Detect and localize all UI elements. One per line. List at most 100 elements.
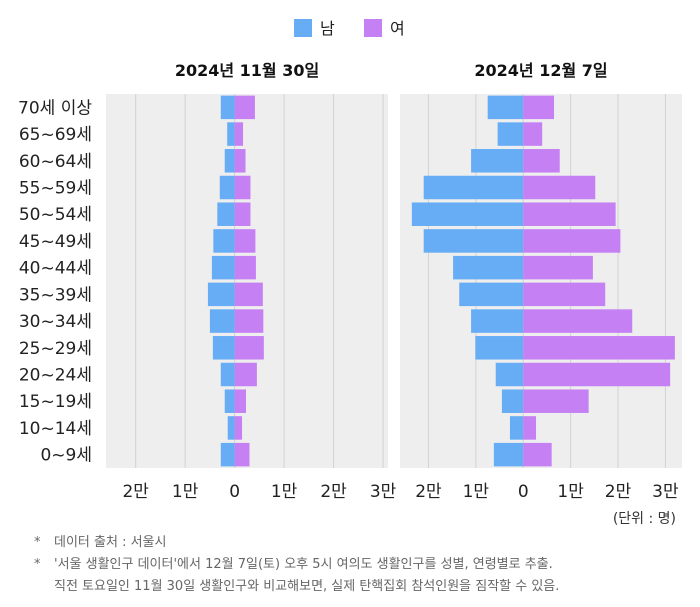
age-label: 20~24세 bbox=[19, 366, 92, 386]
source-text: 데이터 출처 : 서울시 bbox=[54, 535, 167, 550]
bar-male bbox=[509, 416, 524, 440]
age-label: 25~29세 bbox=[19, 339, 92, 359]
bar-male bbox=[475, 336, 524, 360]
age-label: 50~54세 bbox=[19, 205, 92, 225]
legend-label-male: 남 bbox=[320, 19, 335, 38]
bar-male bbox=[227, 416, 235, 440]
bar-female bbox=[234, 175, 251, 200]
bar-female bbox=[523, 389, 589, 413]
bar-male bbox=[220, 95, 235, 120]
bar-male bbox=[501, 389, 524, 413]
x-tick-label: 3만 bbox=[370, 482, 397, 502]
source-note: * 데이터 출처 : 서울시 bbox=[34, 532, 694, 554]
bar-male bbox=[207, 282, 235, 307]
bar-female bbox=[523, 255, 593, 280]
bar-female bbox=[234, 389, 247, 413]
x-tick-label: 0 bbox=[518, 482, 529, 502]
bar-female bbox=[234, 336, 264, 360]
legend-swatch-female bbox=[364, 19, 382, 37]
bar-female bbox=[234, 442, 250, 467]
bar-male bbox=[493, 442, 524, 467]
bar-male bbox=[213, 229, 235, 253]
bar-male bbox=[227, 122, 235, 146]
plot-background-1 bbox=[106, 94, 388, 468]
bar-male bbox=[220, 362, 235, 387]
bar-female bbox=[234, 362, 257, 387]
bar-male bbox=[459, 282, 524, 307]
note-marker: * bbox=[34, 557, 41, 572]
bar-male bbox=[495, 362, 524, 387]
bar-female bbox=[523, 149, 560, 173]
bar-female bbox=[523, 122, 543, 146]
bar-male bbox=[453, 255, 524, 280]
bar-female bbox=[234, 282, 263, 307]
x-tick-label: 1만 bbox=[557, 482, 584, 502]
bar-male bbox=[423, 229, 524, 253]
x-tick-label: 1만 bbox=[463, 482, 490, 502]
x-tick-label: 1만 bbox=[172, 482, 199, 502]
bar-female bbox=[523, 362, 671, 387]
bar-male bbox=[423, 175, 524, 200]
age-label: 45~49세 bbox=[19, 232, 92, 252]
age-label: 40~44세 bbox=[19, 259, 92, 279]
method-note: * '서울 생활인구 데이터'에서 12월 7일(토) 오후 5시 여의도 생활… bbox=[34, 554, 694, 598]
bar-male bbox=[220, 442, 235, 467]
bar-female bbox=[523, 416, 537, 440]
x-tick-label: 2만 bbox=[605, 482, 632, 502]
note-marker: * bbox=[34, 535, 41, 550]
bar-female bbox=[234, 416, 243, 440]
x-tick-label: 2만 bbox=[415, 482, 442, 502]
bar-male bbox=[487, 95, 524, 120]
x-tick-label: 3만 bbox=[652, 482, 679, 502]
bar-male bbox=[224, 389, 235, 413]
population-pyramid-chart: 남 여 2024년 11월 30일 2만 1만 0 1만 2만 3만 2024년 12월 7일 2만… bbox=[18, 19, 682, 527]
legend-label-female: 여 bbox=[390, 19, 405, 38]
bar-female bbox=[523, 95, 555, 120]
bar-female bbox=[234, 255, 256, 280]
age-label: 70세 이상 bbox=[18, 98, 92, 118]
bar-male bbox=[471, 309, 524, 333]
panel-title-2: 2024년 12월 7일 bbox=[474, 61, 607, 80]
x-tick-label: 0 bbox=[229, 482, 240, 502]
bar-female bbox=[523, 336, 675, 360]
bar-female bbox=[234, 149, 246, 173]
bar-male bbox=[471, 149, 524, 173]
age-label: 60~64세 bbox=[19, 152, 92, 172]
bar-female bbox=[234, 309, 264, 333]
legend-swatch-male bbox=[294, 19, 312, 37]
age-label: 0~9세 bbox=[40, 446, 92, 466]
x-tick-label: 1만 bbox=[271, 482, 298, 502]
age-label: 65~69세 bbox=[19, 125, 92, 145]
age-label: 55~59세 bbox=[19, 179, 92, 199]
unit-label: (단위 : 명) bbox=[613, 511, 676, 527]
method-text-line2: 직전 토요일인 11월 30일 생활인구와 비교해보면, 실제 탄핵집회 참석인… bbox=[54, 579, 560, 594]
bar-female bbox=[523, 229, 621, 253]
bar-male bbox=[211, 255, 235, 280]
bar-male bbox=[219, 175, 235, 200]
method-text-line1: '서울 생활인구 데이터'에서 12월 7일(토) 오후 5시 여의도 생활인구… bbox=[54, 557, 553, 572]
panel-title-1: 2024년 11월 30일 bbox=[175, 61, 319, 80]
bar-female bbox=[523, 309, 633, 333]
method-text: '서울 생활인구 데이터'에서 12월 7일(토) 오후 5시 여의도 생활인구… bbox=[54, 554, 694, 598]
bar-male bbox=[209, 309, 235, 333]
age-label: 35~39세 bbox=[19, 285, 92, 305]
x-tick-label: 2만 bbox=[122, 482, 149, 502]
x-tick-label: 2만 bbox=[320, 482, 347, 502]
age-label: 30~34세 bbox=[19, 312, 92, 332]
bar-female bbox=[234, 202, 251, 226]
bar-female bbox=[523, 442, 552, 467]
bar-female bbox=[523, 202, 616, 226]
bar-male bbox=[497, 122, 524, 146]
bar-male bbox=[224, 149, 235, 173]
bar-male bbox=[217, 202, 235, 226]
bar-female bbox=[523, 282, 606, 307]
bar-male bbox=[212, 336, 235, 360]
age-label: 15~19세 bbox=[19, 392, 92, 412]
bar-male bbox=[411, 202, 524, 226]
bar-female bbox=[234, 122, 244, 146]
footnotes: * 데이터 출처 : 서울시 * '서울 생활인구 데이터'에서 12월 7일(… bbox=[34, 532, 694, 598]
age-label: 10~14세 bbox=[19, 419, 92, 439]
bar-female bbox=[523, 175, 596, 200]
bar-female bbox=[234, 95, 255, 120]
